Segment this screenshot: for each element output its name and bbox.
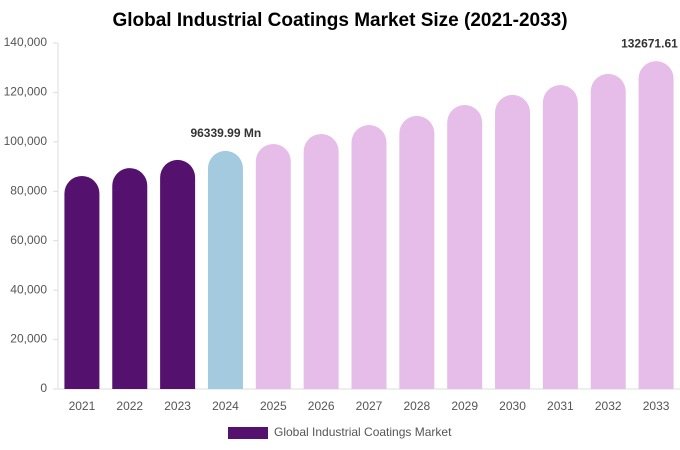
x-tick-label: 2022 — [116, 399, 143, 413]
bar — [160, 159, 196, 389]
bar — [590, 73, 626, 390]
legend-label: Global Industrial Coatings Market — [274, 425, 452, 439]
x-tick-label: 2024 — [212, 399, 239, 413]
x-tick-label: 2030 — [499, 399, 526, 413]
y-tick-label: 80,000 — [10, 183, 47, 197]
x-tick-label: 2027 — [356, 399, 383, 413]
value-label: 96339.99 Mn — [190, 126, 261, 140]
y-tick-label: 60,000 — [10, 233, 47, 247]
bar — [64, 175, 100, 389]
y-tick-label: 0 — [40, 381, 47, 395]
legend-swatch — [228, 427, 268, 439]
bar — [447, 105, 483, 389]
bar — [207, 150, 243, 389]
bar — [495, 94, 531, 390]
x-tick-label: 2031 — [547, 399, 574, 413]
y-tick-label: 100,000 — [4, 134, 48, 148]
bar — [303, 133, 339, 389]
x-tick-label: 2025 — [260, 399, 287, 413]
bar — [351, 125, 387, 390]
x-tick-label: 2023 — [164, 399, 191, 413]
x-tick-label: 2028 — [403, 399, 430, 413]
y-tick-label: 140,000 — [4, 35, 48, 49]
x-tick-label: 2032 — [595, 399, 622, 413]
x-tick-label: 2033 — [643, 399, 670, 413]
y-tick-label: 40,000 — [10, 282, 47, 296]
bar — [542, 85, 578, 389]
bar — [255, 143, 291, 389]
y-tick-label: 120,000 — [4, 85, 48, 99]
x-tick-label: 2026 — [308, 399, 335, 413]
x-tick-label: 2021 — [69, 399, 96, 413]
chart-title: Global Industrial Coatings Market Size (… — [112, 10, 567, 31]
bar — [399, 115, 435, 389]
y-tick-label: 20,000 — [10, 332, 47, 346]
bar — [112, 168, 148, 389]
x-tick-label: 2029 — [451, 399, 478, 413]
value-label: 132671.61 Mn — [621, 36, 680, 50]
bar — [638, 61, 674, 389]
